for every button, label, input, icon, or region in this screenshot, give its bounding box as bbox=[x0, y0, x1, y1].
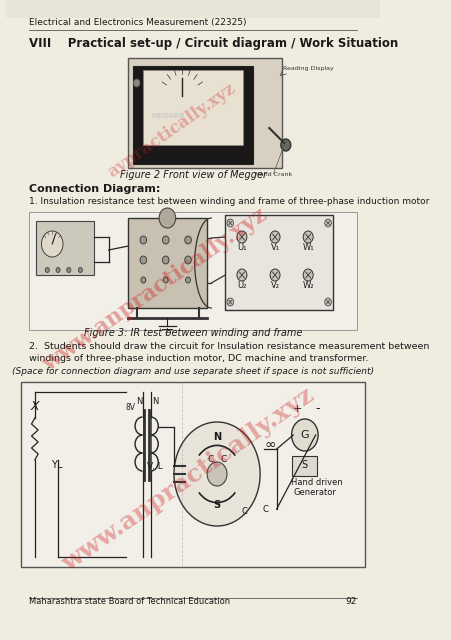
Text: U₂: U₂ bbox=[237, 281, 246, 290]
Text: C: C bbox=[220, 455, 226, 464]
Circle shape bbox=[185, 277, 190, 283]
Text: Hand driven: Hand driven bbox=[290, 478, 342, 487]
Text: V. L: V. L bbox=[146, 462, 162, 471]
Text: (Space for connection diagram and use separate sheet if space is not sufficient): (Space for connection diagram and use se… bbox=[12, 367, 373, 376]
Circle shape bbox=[291, 419, 318, 451]
Text: C: C bbox=[241, 507, 247, 516]
Circle shape bbox=[303, 269, 313, 281]
FancyBboxPatch shape bbox=[132, 66, 252, 164]
Text: N: N bbox=[136, 397, 142, 406]
Circle shape bbox=[184, 256, 191, 264]
Circle shape bbox=[207, 462, 226, 486]
Circle shape bbox=[236, 231, 246, 243]
Circle shape bbox=[41, 231, 63, 257]
Text: C: C bbox=[207, 455, 213, 464]
Circle shape bbox=[226, 219, 233, 227]
Text: V₁: V₁ bbox=[270, 243, 279, 252]
Circle shape bbox=[67, 268, 71, 273]
Text: aypractically.xyz: aypractically.xyz bbox=[104, 79, 238, 180]
Circle shape bbox=[184, 236, 191, 244]
Text: N: N bbox=[152, 397, 158, 406]
Text: MEGGER: MEGGER bbox=[151, 113, 184, 119]
Circle shape bbox=[163, 277, 168, 283]
Text: 92: 92 bbox=[345, 597, 356, 606]
Text: VIII    Practical set-up / Circuit diagram / Work Situation: VIII Practical set-up / Circuit diagram … bbox=[29, 37, 397, 50]
Text: Electrical and Electronics Measurement (22325): Electrical and Electronics Measurement (… bbox=[29, 18, 246, 27]
Text: 8V: 8V bbox=[126, 403, 136, 412]
Circle shape bbox=[174, 422, 260, 526]
Text: W₁: W₁ bbox=[302, 243, 313, 252]
Text: Maharashtra state Board of Technical Education: Maharashtra state Board of Technical Edu… bbox=[29, 597, 230, 606]
Text: Figure 3: IR test between winding and frame: Figure 3: IR test between winding and fr… bbox=[84, 328, 302, 338]
Text: 2.  Students should draw the circuit for Insulation resistance measurement betwe: 2. Students should draw the circuit for … bbox=[29, 342, 428, 351]
Circle shape bbox=[159, 208, 175, 228]
Circle shape bbox=[269, 231, 279, 243]
FancyBboxPatch shape bbox=[143, 70, 242, 145]
Circle shape bbox=[324, 219, 331, 227]
FancyBboxPatch shape bbox=[29, 212, 356, 330]
Text: Y: Y bbox=[51, 460, 57, 470]
Circle shape bbox=[133, 79, 140, 87]
Text: C: C bbox=[262, 505, 268, 514]
FancyBboxPatch shape bbox=[21, 382, 364, 567]
Text: www.anpractically.xyz: www.anpractically.xyz bbox=[38, 204, 271, 376]
Text: www.anpractically.xyz: www.anpractically.xyz bbox=[57, 383, 318, 577]
Text: X: X bbox=[31, 400, 39, 413]
Circle shape bbox=[324, 298, 331, 306]
Text: ∞: ∞ bbox=[264, 438, 275, 452]
Text: -: - bbox=[315, 402, 319, 415]
Text: V₂: V₂ bbox=[270, 281, 279, 290]
FancyBboxPatch shape bbox=[292, 456, 317, 476]
Text: 1. Insulation resistance test between winding and frame of three-phase induction: 1. Insulation resistance test between wi… bbox=[29, 197, 428, 206]
Circle shape bbox=[162, 256, 169, 264]
Circle shape bbox=[269, 269, 279, 281]
Text: Figure 2 Front view of Megger: Figure 2 Front view of Megger bbox=[119, 170, 266, 180]
Circle shape bbox=[140, 256, 146, 264]
Text: S: S bbox=[213, 500, 220, 510]
Text: Generator: Generator bbox=[293, 488, 336, 497]
FancyBboxPatch shape bbox=[128, 58, 281, 168]
Circle shape bbox=[78, 268, 82, 273]
Text: W₂: W₂ bbox=[302, 281, 313, 290]
Text: G: G bbox=[300, 430, 308, 440]
Text: Connection Diagram:: Connection Diagram: bbox=[29, 184, 160, 194]
Circle shape bbox=[140, 236, 146, 244]
Text: Hand Crank: Hand Crank bbox=[254, 172, 291, 177]
FancyBboxPatch shape bbox=[225, 215, 332, 310]
Text: Reading Display: Reading Display bbox=[283, 66, 333, 71]
Text: windings of three-phase induction motor, DC machine and transformer.: windings of three-phase induction motor,… bbox=[29, 354, 368, 363]
Circle shape bbox=[280, 139, 290, 151]
Text: +: + bbox=[293, 404, 302, 414]
Circle shape bbox=[236, 269, 246, 281]
Text: L: L bbox=[57, 460, 63, 470]
Circle shape bbox=[56, 268, 60, 273]
FancyBboxPatch shape bbox=[6, 0, 379, 18]
Circle shape bbox=[141, 277, 146, 283]
Circle shape bbox=[303, 231, 313, 243]
Text: U₁: U₁ bbox=[237, 243, 246, 252]
Circle shape bbox=[162, 236, 169, 244]
FancyBboxPatch shape bbox=[128, 218, 207, 308]
Circle shape bbox=[226, 298, 233, 306]
Text: S: S bbox=[301, 460, 307, 470]
Circle shape bbox=[45, 268, 49, 273]
Text: N: N bbox=[212, 432, 221, 442]
FancyBboxPatch shape bbox=[37, 221, 94, 275]
